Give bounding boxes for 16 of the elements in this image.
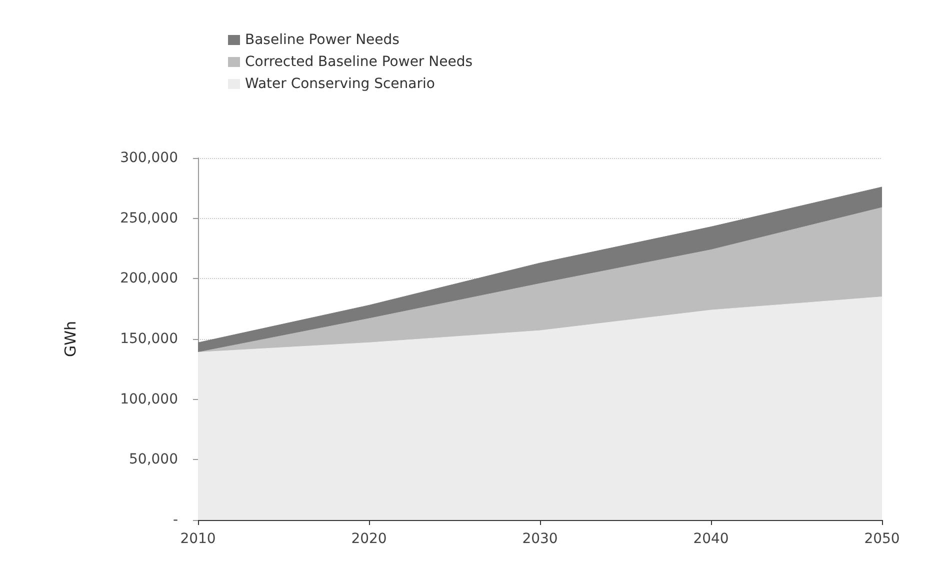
legend-label: Corrected Baseline Power Needs [245, 54, 473, 70]
x-tick-label: 2040 [693, 531, 729, 547]
x-tick-label: 2020 [351, 531, 387, 547]
x-tick-label: 2010 [180, 531, 216, 547]
legend-label: Baseline Power Needs [245, 32, 400, 48]
legend-label: Water Conserving Scenario [245, 76, 435, 92]
y-tick-label: 300,000 [120, 150, 178, 166]
y-tick-label: 250,000 [120, 210, 178, 226]
x-tick-label: 2050 [864, 531, 900, 547]
y-tick-label: 150,000 [120, 331, 178, 347]
y-tick-label: - [172, 512, 178, 528]
x-tick-label: 2030 [522, 531, 558, 547]
y-axis-title: GWh [62, 321, 80, 357]
y-tick-label: 50,000 [129, 452, 178, 468]
y-tick-label: 200,000 [120, 270, 178, 287]
y-tick-label: 100,000 [120, 391, 178, 408]
